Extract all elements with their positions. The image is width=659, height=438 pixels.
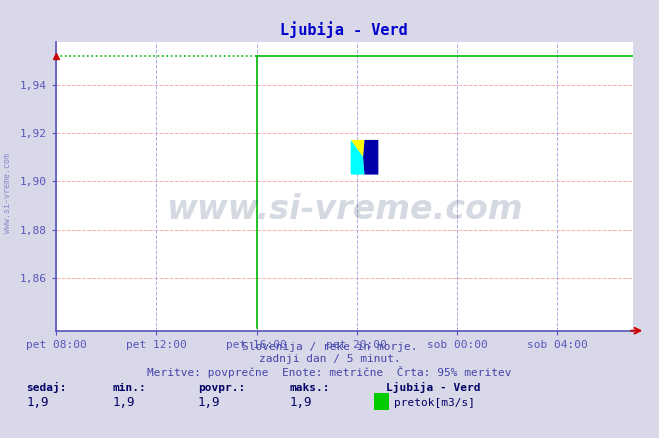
Text: 1,9: 1,9: [26, 396, 49, 410]
Title: Ljubija - Verd: Ljubija - Verd: [281, 21, 408, 38]
Text: www.si-vreme.com: www.si-vreme.com: [3, 153, 13, 233]
Text: www.si-vreme.com: www.si-vreme.com: [166, 193, 523, 226]
Text: maks.:: maks.:: [290, 383, 330, 393]
Text: 1,9: 1,9: [112, 396, 134, 410]
Text: 1,9: 1,9: [198, 396, 220, 410]
Text: povpr.:: povpr.:: [198, 383, 245, 393]
Text: 1,9: 1,9: [290, 396, 312, 410]
Text: Slovenija / reke in morje.: Slovenija / reke in morje.: [242, 342, 417, 352]
Text: pretok[m3/s]: pretok[m3/s]: [394, 399, 475, 409]
Polygon shape: [351, 140, 364, 175]
Text: Ljubija - Verd: Ljubija - Verd: [386, 381, 480, 393]
Polygon shape: [374, 393, 389, 410]
Text: min.:: min.:: [112, 383, 146, 393]
Polygon shape: [351, 140, 364, 157]
Text: Meritve: povprečne  Enote: metrične  Črta: 95% meritev: Meritve: povprečne Enote: metrične Črta:…: [147, 366, 512, 378]
Text: sedaj:: sedaj:: [26, 381, 67, 393]
Text: zadnji dan / 5 minut.: zadnji dan / 5 minut.: [258, 354, 401, 364]
Polygon shape: [363, 140, 378, 175]
